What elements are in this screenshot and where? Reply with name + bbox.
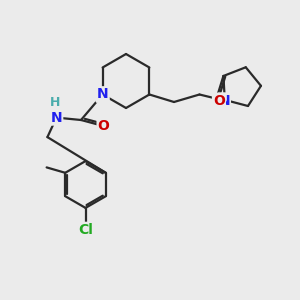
Text: N: N <box>218 94 230 107</box>
Text: O: O <box>98 119 110 133</box>
Text: N: N <box>51 111 62 124</box>
Text: Cl: Cl <box>78 223 93 237</box>
Text: N: N <box>97 88 108 101</box>
Text: O: O <box>213 94 225 108</box>
Text: H: H <box>50 96 60 109</box>
Text: N: N <box>97 88 108 101</box>
